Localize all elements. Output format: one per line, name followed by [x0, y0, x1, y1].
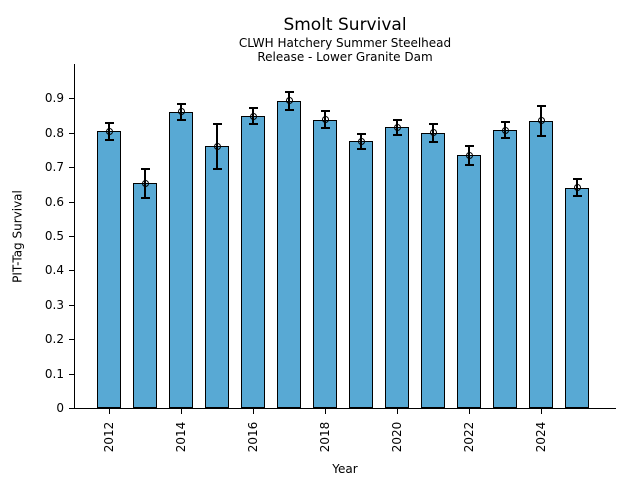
x-tick-label: 2024: [534, 421, 548, 453]
data-point-marker: [249, 112, 257, 120]
error-cap-top: [356, 132, 366, 135]
y-tick-label: 0.8: [44, 126, 64, 140]
error-cap-bottom: [212, 167, 222, 170]
x-tick: [469, 409, 470, 414]
x-tick-label: 2018: [318, 421, 332, 453]
error-cap-top: [284, 90, 294, 93]
error-cap-bottom: [392, 133, 402, 136]
y-tick-label: 0.3: [44, 298, 64, 312]
bar: [529, 120, 553, 408]
x-tick: [253, 409, 254, 414]
y-tick: [69, 202, 74, 203]
bar: [277, 100, 301, 408]
data-point-marker: [573, 184, 581, 191]
chart-subtitle-line1: CLWH Hatchery Summer Steelhead: [238, 36, 452, 50]
y-tick: [69, 408, 74, 409]
y-axis-spine: [74, 64, 75, 409]
bar: [313, 119, 337, 408]
bar: [421, 132, 445, 408]
error-cap-top: [140, 167, 150, 170]
error-cap-top: [176, 102, 186, 105]
data-point-marker: [429, 129, 437, 137]
y-tick: [69, 374, 74, 375]
error-cap-top: [536, 104, 546, 107]
data-point-marker: [321, 116, 329, 124]
error-cap-bottom: [320, 127, 330, 130]
error-cap-bottom: [500, 137, 510, 139]
y-tick: [69, 339, 74, 340]
bar: [349, 141, 373, 408]
y-tick-label: 0: [56, 401, 64, 415]
data-point-marker: [285, 97, 293, 105]
error-cap-bottom: [284, 109, 294, 112]
y-tick: [69, 236, 74, 237]
error-cap-bottom: [104, 138, 114, 141]
data-point-marker: [105, 127, 113, 135]
x-tick-label: 2014: [174, 421, 188, 453]
chart-title: Smolt Survival: [283, 15, 407, 35]
y-tick-label: 0.5: [44, 229, 64, 243]
data-point-marker: [537, 117, 545, 125]
y-tick: [69, 305, 74, 306]
x-tick: [325, 409, 326, 414]
error-cap-bottom: [140, 197, 150, 200]
y-tick-label: 0.4: [44, 263, 64, 277]
y-tick-label: 0.6: [44, 195, 64, 209]
bar: [133, 183, 157, 408]
y-tick-label: 0.9: [44, 91, 64, 105]
bar: [169, 111, 193, 408]
x-tick: [181, 409, 182, 414]
x-axis-spine: [74, 408, 616, 409]
error-cap-top: [572, 178, 582, 181]
error-cap-top: [500, 121, 510, 124]
x-tick-label: 2012: [102, 421, 116, 453]
error-cap-bottom: [248, 123, 258, 126]
error-cap-top: [104, 121, 114, 124]
y-tick-label: 0.7: [44, 160, 64, 174]
x-tick: [397, 409, 398, 414]
data-point-marker: [393, 123, 401, 131]
y-tick-label: 0.2: [44, 332, 64, 346]
y-tick: [69, 133, 74, 134]
y-tick: [69, 167, 74, 168]
error-cap-top: [464, 144, 474, 147]
x-tick-label: 2020: [390, 421, 404, 453]
bar: [457, 155, 481, 408]
x-axis-label: Year: [332, 462, 358, 476]
error-cap-bottom: [536, 134, 546, 137]
x-tick: [541, 409, 542, 414]
chart-subtitle-line2: Release - Lower Granite Dam: [257, 50, 433, 64]
error-cap-top: [248, 107, 258, 110]
error-cap-bottom: [176, 119, 186, 122]
bar: [97, 131, 121, 408]
y-tick: [69, 270, 74, 271]
data-point-marker: [213, 142, 221, 150]
data-point-marker: [501, 126, 509, 134]
data-point-marker: [465, 151, 473, 159]
bar: [565, 187, 589, 408]
y-tick: [69, 98, 74, 99]
bar: [241, 116, 265, 408]
y-tick-label: 0.1: [44, 367, 64, 381]
x-tick-label: 2022: [462, 421, 476, 453]
bar: [385, 127, 409, 408]
error-cap-bottom: [572, 194, 582, 197]
error-cap-top: [392, 118, 402, 121]
error-cap-bottom: [356, 147, 366, 150]
error-cap-top: [428, 122, 438, 125]
error-cap-top: [320, 110, 330, 113]
error-cap-bottom: [464, 163, 474, 166]
bar: [205, 146, 229, 408]
x-tick-label: 2016: [246, 421, 260, 453]
bar: [493, 130, 517, 408]
error-cap-bottom: [428, 140, 438, 143]
data-point-marker: [177, 108, 185, 116]
data-point-marker: [141, 179, 149, 187]
x-tick: [109, 409, 110, 414]
error-cap-top: [212, 122, 222, 125]
data-point-marker: [357, 137, 365, 145]
